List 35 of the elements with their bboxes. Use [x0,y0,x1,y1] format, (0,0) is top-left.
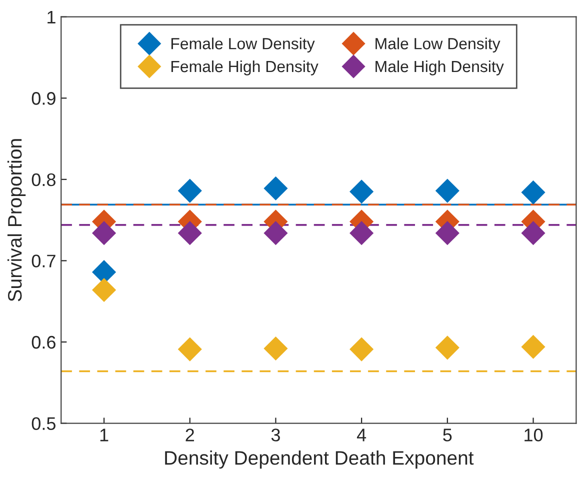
x-axis-title: Density Dependent Death Exponent [165,450,474,469]
point [350,221,374,246]
x-tick-label: 5 [443,428,452,442]
point [435,221,460,246]
x-tick-label: 3 [271,428,280,442]
legend-label: Male Low Density [376,38,500,52]
point [178,178,202,203]
point [521,180,546,204]
y-tick-label: 0.8 [32,173,56,186]
point [521,334,546,359]
legend-label: Female High Density [171,60,318,76]
point [92,278,116,302]
x-tick-label: 10 [524,428,543,442]
point [264,176,288,200]
y-axis-title: Survival Proportion [7,139,26,302]
y-tick-label: 0.6 [32,336,56,349]
legend-label: Male High Density [376,60,504,76]
y-tick-label: 1 [48,10,56,24]
y-tick-label: 0.5 [32,417,56,430]
y-tick-label: 0.7 [32,254,56,268]
point [435,336,460,360]
point [264,221,288,246]
point [521,221,546,246]
point [178,221,202,246]
point [350,337,374,362]
x-tick-label: 2 [186,428,194,442]
point [178,337,202,362]
legend-label: Female Low Density [171,38,315,52]
point [350,180,374,204]
point [92,221,116,246]
y-tick-label: 0.9 [32,92,56,105]
point [435,178,460,203]
point [264,336,288,361]
x-tick-label: 1 [100,428,108,442]
x-tick-label: 4 [356,428,366,442]
